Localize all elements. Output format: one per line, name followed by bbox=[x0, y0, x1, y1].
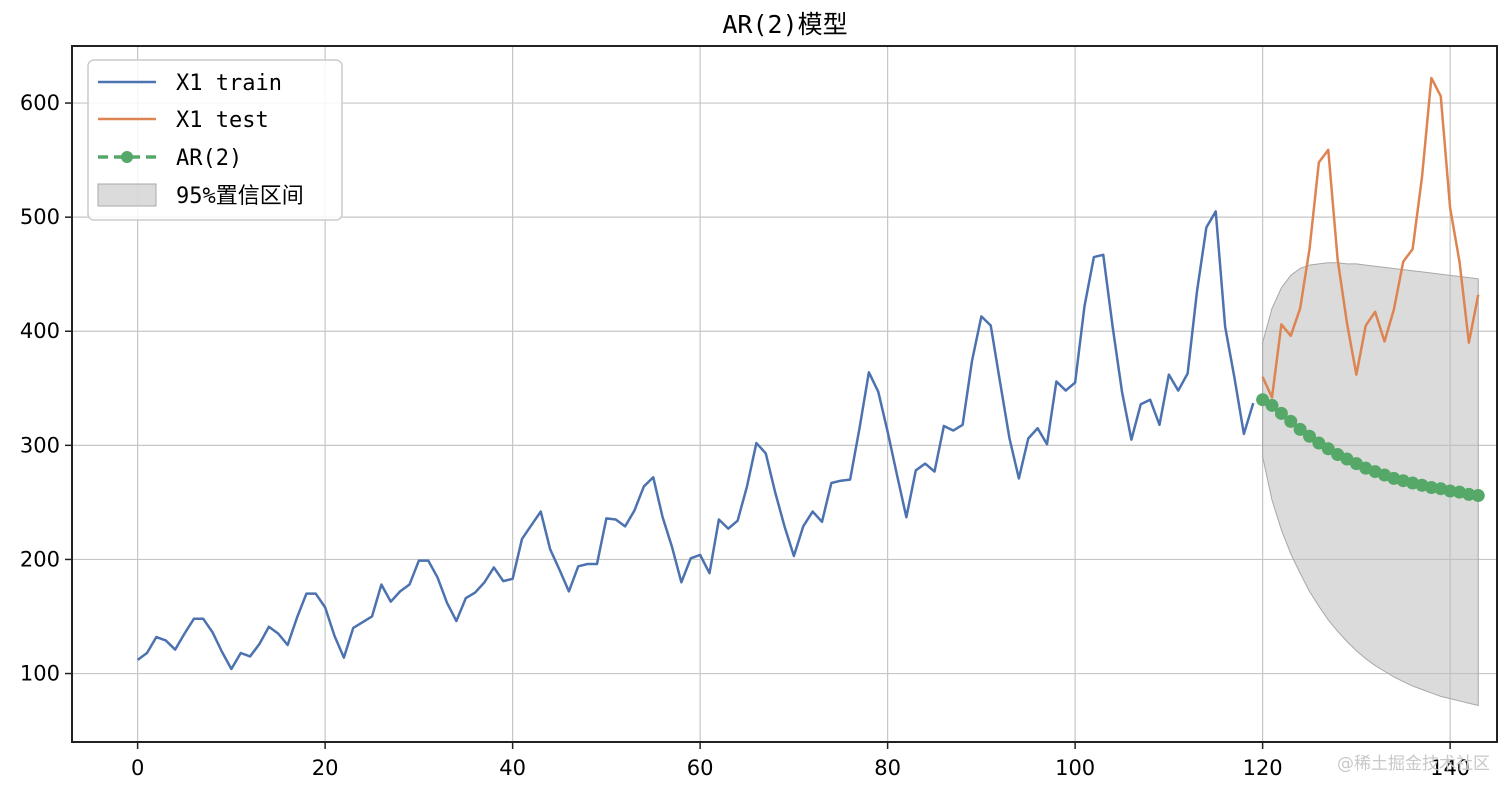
x-tick-label: 40 bbox=[499, 756, 526, 780]
series-line-x1-test bbox=[1261, 76, 1480, 399]
point-ar-2 bbox=[1312, 436, 1326, 450]
ticks: 0 20 40 60 80 100 120 140 100 200 300 400 500 600 bbox=[20, 91, 1470, 780]
point-ar-2 bbox=[1256, 393, 1270, 407]
legend-label-x1-train: X1 train bbox=[176, 71, 282, 96]
series-layer bbox=[136, 76, 1485, 671]
point-ar-2 bbox=[1265, 398, 1279, 412]
point-ar-2 bbox=[1303, 429, 1316, 443]
legend-label-confidence-band: 95%置信区间 bbox=[176, 184, 304, 209]
x-tick-label: 20 bbox=[312, 756, 339, 780]
legend-marker-ar2 bbox=[121, 151, 133, 163]
x-tick-label: 100 bbox=[1055, 756, 1095, 780]
x-tick-label: 0 bbox=[131, 756, 144, 780]
legend-box bbox=[87, 59, 343, 221]
y-tick-label: 400 bbox=[20, 319, 60, 343]
series-line-x1-train bbox=[136, 210, 1255, 671]
point-ar-2 bbox=[1471, 489, 1485, 503]
y-tick-label: 600 bbox=[20, 91, 60, 115]
point-ar-2 bbox=[1293, 422, 1307, 436]
x-tick-label: 120 bbox=[1243, 756, 1283, 780]
legend-label-x1-test: X1 test bbox=[176, 108, 269, 133]
y-tick-label: 200 bbox=[20, 547, 60, 571]
x-tick-label: 60 bbox=[687, 756, 714, 780]
chart-title: AR(2)模型 bbox=[722, 10, 847, 39]
y-tick-label: 500 bbox=[20, 205, 60, 229]
point-ar-2 bbox=[1284, 414, 1298, 428]
watermark: @稀土掘金技术社区 bbox=[1337, 754, 1490, 774]
legend-swatch-confidence-band bbox=[97, 183, 157, 207]
y-tick-label: 300 bbox=[20, 433, 60, 457]
y-tick-label: 100 bbox=[20, 662, 60, 686]
legend-label-ar2: AR(2) bbox=[176, 146, 242, 171]
x-tick-label: 80 bbox=[874, 756, 901, 780]
legend: X1 train X1 test AR(2) 95%置信区间 bbox=[87, 59, 343, 221]
grid bbox=[72, 46, 1497, 742]
axes-frame bbox=[71, 45, 1498, 743]
point-ar-2 bbox=[1274, 406, 1288, 420]
point-ar-2 bbox=[1321, 442, 1335, 456]
x-tick-label: 140 bbox=[1430, 756, 1470, 780]
